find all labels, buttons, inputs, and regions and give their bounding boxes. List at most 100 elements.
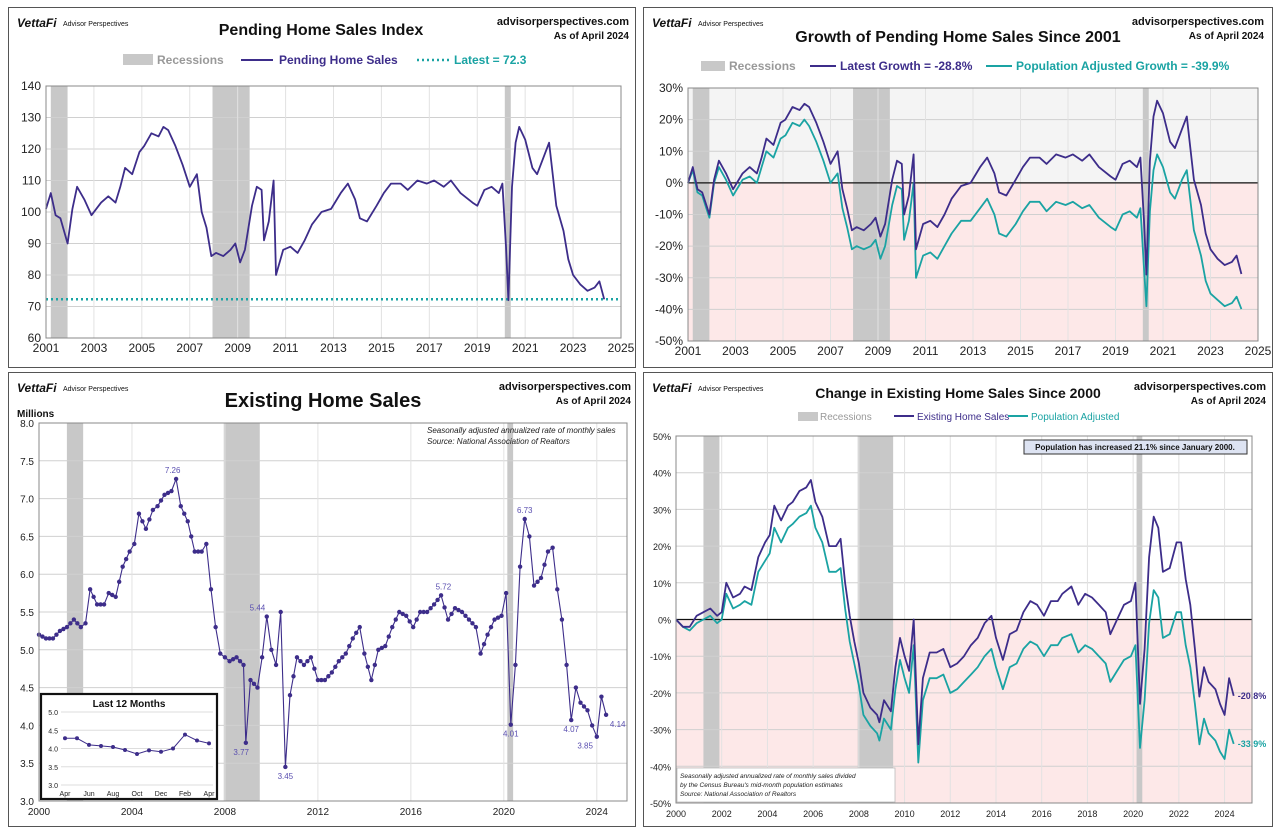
data-point xyxy=(150,507,156,513)
inset-data-point xyxy=(99,743,103,748)
data-point xyxy=(473,624,479,630)
plot-border xyxy=(38,422,628,802)
inset-x-tick: Aug xyxy=(107,791,120,798)
x-tick-label: 2012 xyxy=(940,809,960,819)
legend-s2-label: Population Adjusted Growth = -39.9% xyxy=(1016,59,1230,73)
data-point xyxy=(559,617,565,622)
x-tick-label: 2019 xyxy=(1102,344,1129,358)
data-point xyxy=(315,677,321,683)
x-tick-label: 2023 xyxy=(560,341,587,355)
y-tick-label: -40% xyxy=(655,302,683,316)
data-point xyxy=(594,734,599,739)
y-axis-unit: Millions xyxy=(17,409,55,420)
brand-subtitle: Advisor Perspectives xyxy=(63,386,129,393)
data-point xyxy=(499,613,504,618)
inset-y-tick: 3.5 xyxy=(48,765,58,772)
x-tick-label: 2024 xyxy=(1215,809,1235,819)
y-tick-label: -20% xyxy=(650,689,671,699)
data-point xyxy=(269,647,274,652)
data-point xyxy=(445,617,451,622)
data-label: 4.01 xyxy=(503,730,519,739)
inset-data-point xyxy=(63,736,67,741)
legend-s2-label: Population Adjusted xyxy=(1031,412,1119,423)
inset-data-point xyxy=(195,738,199,743)
note-line-2: Source: National Association of Realtors xyxy=(427,437,570,446)
y-tick-label: -20% xyxy=(655,239,683,253)
y-tick-label: 80 xyxy=(28,268,42,282)
y-tick-label: -10% xyxy=(650,652,671,662)
data-point xyxy=(383,643,388,649)
data-point xyxy=(158,498,164,503)
data-point xyxy=(442,605,447,610)
y-tick-label: 10% xyxy=(653,579,671,589)
data-point xyxy=(585,708,590,713)
x-tick-label: 2023 xyxy=(1197,344,1224,358)
y-tick-label: 5.0 xyxy=(20,646,34,657)
data-point xyxy=(83,621,88,626)
data-point xyxy=(123,556,129,562)
data-point xyxy=(308,655,314,660)
data-point xyxy=(182,511,187,516)
data-point xyxy=(132,541,137,547)
existing-change-svg: VettaFi Advisor Perspectives Change in Exi… xyxy=(650,381,1266,819)
inset-data-point xyxy=(159,749,163,754)
existing-home-sales-svg: VettaFi Advisor Perspectives Existing Home… xyxy=(17,381,632,818)
data-label: 3.85 xyxy=(577,742,593,751)
existing-home-sales-chart: VettaFi Advisor Perspectives Existing Home… xyxy=(8,372,636,827)
data-point xyxy=(365,664,371,670)
brand-logo: VettaFi xyxy=(652,381,692,395)
x-tick-label: 2018 xyxy=(1077,809,1097,819)
inset-y-tick: 5.0 xyxy=(48,710,58,717)
data-point xyxy=(357,624,362,630)
x-tick-label: 2020 xyxy=(1123,809,1143,819)
as-of-date: As of April 2024 xyxy=(556,396,632,407)
y-tick-label: -30% xyxy=(650,726,671,736)
y-tick-label: 0% xyxy=(666,176,684,190)
data-point xyxy=(259,655,265,660)
x-tick-label: 2016 xyxy=(1032,809,1052,819)
x-tick-label: 2025 xyxy=(608,341,635,355)
x-tick-label: 2004 xyxy=(757,809,777,819)
x-tick-label: 2009 xyxy=(865,344,892,358)
data-point xyxy=(428,606,433,611)
data-point xyxy=(273,662,279,668)
data-label: 3.45 xyxy=(278,772,294,781)
data-point xyxy=(243,740,249,745)
legend-recession-swatch xyxy=(123,54,153,65)
inset-data-point xyxy=(135,751,139,756)
y-tick-label: 70 xyxy=(28,300,42,314)
x-tick-label: 2010 xyxy=(895,809,915,819)
data-label: 7.26 xyxy=(165,466,181,475)
x-tick-label: 2017 xyxy=(1055,344,1082,358)
data-point xyxy=(68,621,73,626)
x-tick-label: 2007 xyxy=(817,344,844,358)
data-point xyxy=(57,628,63,634)
data-point xyxy=(435,597,440,603)
x-tick-label: 2014 xyxy=(986,809,1006,819)
series-population-adjusted-growth xyxy=(687,118,1243,310)
data-point xyxy=(196,549,201,554)
data-point xyxy=(538,575,544,581)
data-point xyxy=(508,722,513,727)
y-tick-label: 110 xyxy=(22,174,41,188)
data-point xyxy=(75,621,80,626)
inset-x-tick: Apr xyxy=(60,791,72,798)
data-point xyxy=(251,681,257,687)
y-tick-label: 30% xyxy=(659,81,683,95)
data-point xyxy=(404,613,409,618)
x-tick-label: 2022 xyxy=(1169,809,1189,819)
data-point xyxy=(255,685,260,690)
data-point xyxy=(301,662,307,668)
data-point xyxy=(578,700,583,705)
y-tick-label: 20% xyxy=(653,542,671,552)
data-point xyxy=(555,587,560,592)
data-point xyxy=(185,519,190,524)
data-point xyxy=(573,685,579,690)
data-point xyxy=(204,541,209,547)
data-point xyxy=(230,657,236,662)
data-point xyxy=(424,609,430,615)
data-point xyxy=(340,655,345,660)
x-tick-label: 2009 xyxy=(224,341,251,355)
x-tick-label: 2005 xyxy=(770,344,797,358)
data-point xyxy=(50,636,56,641)
